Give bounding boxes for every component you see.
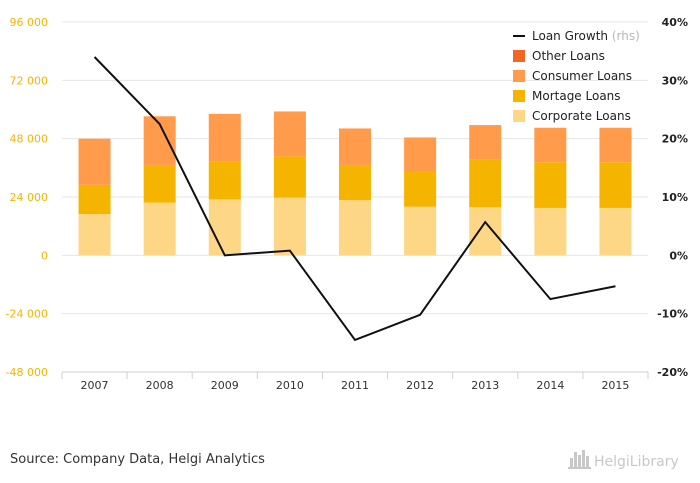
right-tick-label: -10%: [657, 308, 688, 321]
legend-label-corporate-loans: Corporate Loans: [532, 109, 631, 123]
legend-axis-note: (rhs): [608, 29, 640, 43]
bar-corporate-loans-2007: [78, 214, 111, 256]
bar-corporate-loans-2012: [404, 206, 437, 256]
source-note: Source: Company Data, Helgi Analytics: [10, 452, 265, 467]
bar-mortage-loans-2009: [208, 161, 241, 200]
bar-mortage-loans-2013: [469, 159, 502, 208]
bar-corporate-loans-2009: [208, 199, 241, 256]
bar-consumer-loans-2007: [78, 138, 111, 185]
loan-growth-line: [93, 56, 616, 342]
bar-consumer-loans-2015: [599, 127, 632, 163]
library-skyline-icon: [568, 450, 591, 469]
right-tick-label: -20%: [657, 366, 688, 379]
legend-label-other-loans: Other Loans: [532, 49, 605, 63]
x-tick-label: 2007: [81, 379, 109, 392]
bar-consumer-loans-2009: [208, 113, 241, 162]
left-tick-label: 0: [41, 249, 48, 262]
legend: Loan Growth (rhs) Other Loans Consumer Loa…: [513, 29, 640, 123]
left-tick-label: 96 000: [10, 16, 49, 29]
x-tick-label: 2010: [276, 379, 304, 392]
x-tick-label: 2011: [341, 379, 369, 392]
left-tick-label: -48 000: [6, 366, 48, 379]
bar-mortage-loans-2014: [534, 162, 567, 208]
x-tick-label: 2008: [146, 379, 174, 392]
bar-corporate-loans-2013: [469, 207, 502, 256]
right-tick-label: 30%: [662, 74, 688, 87]
bar-corporate-loans-2010: [273, 197, 306, 256]
x-axis: 2007 2008 2009 2010 2011 2012 2013 2014 2015: [61, 371, 649, 392]
x-tick-label: 2015: [601, 379, 629, 392]
legend-label-consumer-loans: Consumer Loans: [532, 69, 632, 83]
bar-mortage-loans-2007: [78, 184, 111, 215]
legend-symbol-other-loans: [513, 50, 525, 62]
legend-label-loan-growth: Loan Growth (rhs): [532, 29, 640, 43]
right-tick-label: 20%: [662, 133, 688, 146]
x-tick-label: 2012: [406, 379, 434, 392]
bar-mortage-loans-2010: [273, 156, 306, 198]
x-tick-label: 2013: [471, 379, 499, 392]
left-tick-label: 48 000: [10, 133, 49, 146]
left-tick-label: -24 000: [6, 308, 48, 321]
bar-corporate-loans-2008: [143, 202, 176, 256]
x-tick-label: 2014: [536, 379, 564, 392]
legend-symbol-corporate-loans: [513, 110, 525, 122]
right-axis: 40% 30% 20% 10% 0% -10% -20%: [657, 16, 688, 379]
bar-mortage-loans-2011: [339, 164, 371, 201]
bar-consumer-loans-2014: [534, 127, 567, 163]
left-axis: 96 000 72 000 48 000 24 000 0 -24 000 -48 000: [6, 16, 48, 379]
bar-corporate-loans-2014: [534, 207, 567, 256]
right-tick-label: 40%: [662, 16, 688, 29]
left-tick-label: 24 000: [10, 191, 49, 204]
bar-consumer-loans-2012: [404, 137, 437, 172]
helgi-library-logo: HelgiLibrary: [568, 450, 679, 470]
bar-mortage-loans-2008: [143, 164, 176, 203]
bar-mortage-loans-2012: [404, 171, 437, 207]
bar-consumer-loans-2010: [273, 111, 306, 157]
legend-label-mortage-loans: Mortage Loans: [532, 89, 621, 103]
right-tick-label: 10%: [662, 191, 688, 204]
left-tick-label: 72 000: [10, 74, 49, 87]
logo-text: HelgiLibrary: [594, 454, 679, 470]
bar-consumer-loans-2013: [469, 125, 502, 160]
bar-mortage-loans-2015: [599, 162, 632, 208]
legend-symbol-consumer-loans: [513, 70, 525, 82]
bars-group: [78, 111, 632, 256]
x-tick-label: 2009: [211, 379, 239, 392]
right-tick-label: 0%: [669, 249, 688, 262]
legend-symbol-mortage-loans: [513, 90, 525, 102]
bar-corporate-loans-2011: [339, 200, 371, 256]
bar-corporate-loans-2015: [599, 207, 632, 256]
loan-growth-line-group: [93, 56, 616, 342]
bar-consumer-loans-2011: [339, 128, 371, 165]
